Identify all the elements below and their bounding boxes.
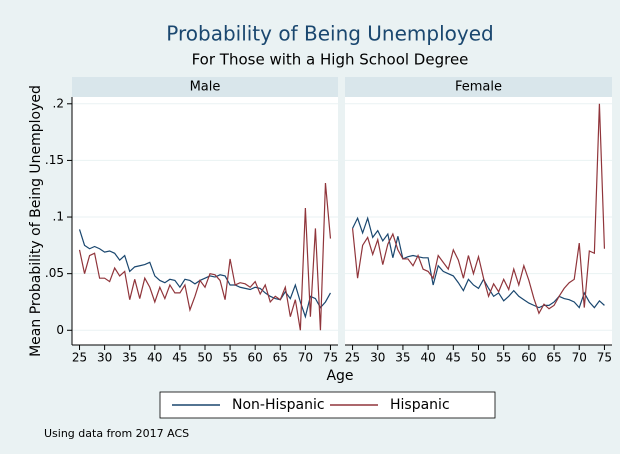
x-tick-label: 75 [597,351,612,365]
chart-title: Probability of Being Unemployed [166,22,493,46]
panel-title: Male [190,80,221,95]
x-tick-label: 40 [147,351,162,365]
x-tick-label: 25 [345,351,360,365]
chart-subtitle: For Those with a High School Degree [192,51,469,69]
x-tick-label: 45 [172,351,187,365]
x-tick-label: 50 [471,351,486,365]
x-tick-label: 45 [446,351,461,365]
x-tick-label: 60 [521,351,536,365]
x-tick-label: 55 [222,351,237,365]
x-tick-label: 65 [273,351,288,365]
plot-area [345,97,612,345]
x-tick-label: 75 [323,351,338,365]
y-tick-label: .05 [45,266,64,280]
x-tick-label: 60 [248,351,263,365]
x-tick-label: 35 [395,351,410,365]
data-line [78,183,332,331]
y-tick-label: .1 [53,210,64,224]
x-tick-label: 70 [572,351,587,365]
panel-header [345,77,612,97]
x-tick-label: 50 [197,351,212,365]
x-tick-label: 70 [298,351,313,365]
x-tick-label: 25 [72,351,87,365]
x-tick-label: 30 [97,351,112,365]
legend-label: Hispanic [390,397,450,413]
y-tick-label: .2 [53,96,64,110]
x-axis-label: Age [326,368,353,384]
y-tick-label: 0 [56,323,64,337]
x-tick-label: 40 [420,351,435,365]
panel-title: Female [455,80,502,95]
legend-label: Non-Hispanic [232,397,325,413]
data-line [352,216,605,309]
data-line [78,229,331,319]
x-tick-label: 35 [122,351,137,365]
panel-header [72,77,338,97]
plot-area [72,97,338,345]
y-axis-label: Mean Probability of Being Unemployed [28,85,44,357]
x-tick-label: 55 [496,351,511,365]
x-tick-label: 65 [546,351,561,365]
data-line [351,103,606,315]
x-tick-label: 30 [370,351,385,365]
note: Using data from 2017 ACS [44,427,189,440]
y-tick-label: .15 [45,153,64,167]
